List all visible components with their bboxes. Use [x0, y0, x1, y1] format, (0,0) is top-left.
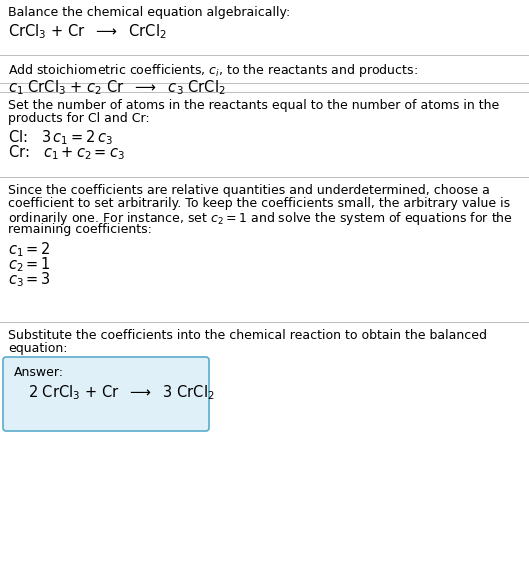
FancyBboxPatch shape [3, 357, 209, 431]
Text: Add stoichiometric coefficients, $c_i$, to the reactants and products:: Add stoichiometric coefficients, $c_i$, … [8, 62, 418, 79]
Text: Substitute the coefficients into the chemical reaction to obtain the balanced: Substitute the coefficients into the che… [8, 329, 487, 342]
Text: Cl:   $3\,c_1 = 2\,c_3$: Cl: $3\,c_1 = 2\,c_3$ [8, 128, 113, 147]
Text: Balance the chemical equation algebraically:: Balance the chemical equation algebraica… [8, 6, 290, 19]
Text: remaining coefficients:: remaining coefficients: [8, 223, 152, 236]
Text: products for Cl and Cr:: products for Cl and Cr: [8, 112, 150, 125]
Text: $c_1 = 2$: $c_1 = 2$ [8, 240, 51, 259]
Text: $c_3 = 3$: $c_3 = 3$ [8, 270, 51, 289]
Text: Set the number of atoms in the reactants equal to the number of atoms in the: Set the number of atoms in the reactants… [8, 99, 499, 112]
Text: Answer:: Answer: [14, 366, 64, 379]
Text: CrCl$_3$ + Cr  $\longrightarrow$  CrCl$_2$: CrCl$_3$ + Cr $\longrightarrow$ CrCl$_2$ [8, 22, 167, 41]
Text: coefficient to set arbitrarily. To keep the coefficients small, the arbitrary va: coefficient to set arbitrarily. To keep … [8, 197, 510, 210]
Text: ordinarily one. For instance, set $c_2 = 1$ and solve the system of equations fo: ordinarily one. For instance, set $c_2 =… [8, 210, 513, 227]
Text: $c_2 = 1$: $c_2 = 1$ [8, 255, 51, 274]
Text: 2 CrCl$_3$ + Cr  $\longrightarrow$  3 CrCl$_2$: 2 CrCl$_3$ + Cr $\longrightarrow$ 3 CrCl… [28, 383, 215, 401]
Text: $c_1$ CrCl$_3$ + $c_2$ Cr  $\longrightarrow$  $c_3$ CrCl$_2$: $c_1$ CrCl$_3$ + $c_2$ Cr $\longrightarr… [8, 78, 226, 97]
Text: Since the coefficients are relative quantities and underdetermined, choose a: Since the coefficients are relative quan… [8, 184, 490, 197]
Text: Cr:   $c_1 + c_2 = c_3$: Cr: $c_1 + c_2 = c_3$ [8, 143, 125, 162]
Text: equation:: equation: [8, 342, 68, 355]
